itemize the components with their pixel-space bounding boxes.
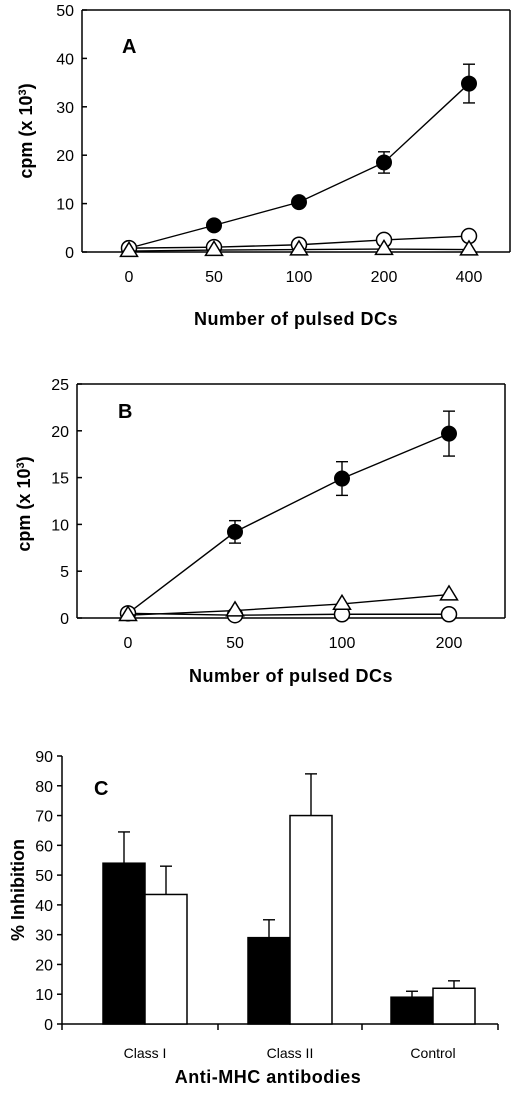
y-tick-label: 60 <box>35 838 53 855</box>
panel-a-y-ticks: 0 10 20 30 40 50 <box>56 3 87 262</box>
y-tick-label: 30 <box>56 100 74 117</box>
series-line-filled-circle <box>127 432 450 614</box>
bar <box>432 987 476 1025</box>
data-point-filled-circle <box>376 154 392 171</box>
panel-a-label: A <box>122 36 136 58</box>
x-tick-label: Control <box>410 1045 455 1061</box>
panel-b-x-label: Number of pulsed DCs <box>189 666 393 686</box>
y-tick-label: 50 <box>35 868 53 885</box>
panel-b-label: B <box>118 401 132 423</box>
bar <box>247 936 291 1025</box>
y-tick-label: 30 <box>35 928 53 945</box>
data-point-filled-circle <box>291 194 307 211</box>
data-point-filled-circle <box>334 470 350 487</box>
data-point-filled-circle <box>206 217 222 234</box>
x-tick-label: 200 <box>436 635 463 652</box>
y-tick-label: 20 <box>35 957 53 974</box>
series-line-open-triangle <box>127 593 450 616</box>
series-line-filled-circle <box>128 83 470 249</box>
y-tick-label: 20 <box>51 424 69 441</box>
y-tick-label: 40 <box>56 51 74 68</box>
x-tick-label: 100 <box>286 269 313 286</box>
y-tick-label: 0 <box>65 245 74 262</box>
x-tick-label: 50 <box>205 269 223 286</box>
y-tick-label: 70 <box>35 809 53 826</box>
panel-b-series <box>118 410 459 624</box>
panel-a-y-label: cpm (x 103) <box>16 83 36 178</box>
x-tick-label: 100 <box>329 635 356 652</box>
data-point-filled-circle <box>441 425 457 442</box>
x-tick-label: Class I <box>124 1045 167 1061</box>
data-point-open-triangle <box>374 238 394 256</box>
panel-b-y-ticks: 0 5 10 15 20 25 <box>51 377 82 628</box>
panel-c-label: C <box>94 778 108 800</box>
data-point-open-triangle <box>225 600 245 617</box>
panel-c-y-label: % Inhibition <box>8 839 28 941</box>
y-tick-label: 15 <box>51 471 69 488</box>
y-tick-label: 10 <box>56 197 74 214</box>
y-tick-label: 40 <box>35 898 53 915</box>
data-point-open-triangle <box>204 239 224 257</box>
x-tick-label: Class II <box>267 1045 314 1061</box>
y-tick-label: 25 <box>51 377 69 394</box>
panel-c-x-label: Anti-MHC antibodies <box>175 1067 362 1087</box>
bar <box>289 814 333 1025</box>
series-line-open-circle <box>127 612 449 616</box>
x-tick-label: 200 <box>371 269 398 286</box>
y-tick-label: 5 <box>60 564 69 581</box>
data-point-open-triangle <box>459 239 479 256</box>
bar <box>102 862 146 1025</box>
data-point-open-triangle <box>439 584 459 601</box>
y-tick-label: 10 <box>51 517 69 534</box>
panel-a: A 0 10 20 30 40 50 0 50 100 200 400 cpm (x 103) N… <box>16 3 511 329</box>
bar <box>390 996 434 1025</box>
data-point-open-triangle <box>119 240 139 258</box>
x-tick-label: 0 <box>125 269 134 286</box>
data-point-open-circle <box>440 606 458 623</box>
panel-c-bars <box>102 773 476 1025</box>
y-tick-label: 0 <box>60 611 69 628</box>
x-tick-label: 0 <box>124 635 133 652</box>
y-tick-label: 10 <box>35 987 53 1004</box>
panel-b-x-ticks: 0 50 100 200 <box>124 613 463 652</box>
panel-a-series <box>119 63 479 258</box>
y-tick-label: 0 <box>44 1017 53 1034</box>
x-tick-label: 50 <box>226 635 244 652</box>
y-tick-label: 90 <box>35 749 53 766</box>
panel-c: C 0 10 20 30 40 50 60 70 80 90 Class I Class II Con… <box>8 749 499 1087</box>
data-point-open-triangle <box>289 239 309 256</box>
panel-b: B 0 5 10 15 20 25 0 50 100 200 cpm (x 103) Numbe… <box>14 377 506 686</box>
x-tick-label: 400 <box>456 269 483 286</box>
data-point-filled-circle <box>227 523 243 540</box>
data-point-open-triangle <box>332 593 352 611</box>
panel-a-x-label: Number of pulsed DCs <box>194 309 398 329</box>
data-point-filled-circle <box>461 75 477 92</box>
panel-c-x-ticks: Class I Class II Control <box>61 1024 499 1061</box>
data-point-open-triangle <box>118 605 138 622</box>
panel-b-y-label: cpm (x 103) <box>14 456 34 551</box>
bar <box>144 893 188 1025</box>
y-tick-label: 80 <box>35 779 53 796</box>
panel-c-y-ticks: 0 10 20 30 40 50 60 70 80 90 <box>35 749 62 1034</box>
y-tick-label: 20 <box>56 148 74 165</box>
y-tick-label: 50 <box>56 3 74 20</box>
